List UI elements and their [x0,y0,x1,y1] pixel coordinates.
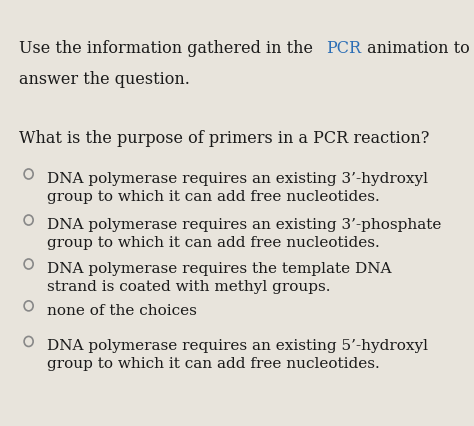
Text: none of the choices: none of the choices [47,303,197,317]
Text: DNA polymerase requires an existing 3’-hydroxyl
group to which it can add free n: DNA polymerase requires an existing 3’-h… [47,171,428,204]
Text: What is the purpose of primers in a PCR reaction?: What is the purpose of primers in a PCR … [19,130,429,147]
Text: answer the question.: answer the question. [19,71,190,88]
Text: DNA polymerase requires an existing 3’-phosphate
group to which it can add free : DNA polymerase requires an existing 3’-p… [47,217,442,250]
Text: DNA polymerase requires an existing 5’-hydroxyl
group to which it can add free n: DNA polymerase requires an existing 5’-h… [47,338,428,371]
Text: Use the information gathered in the: Use the information gathered in the [19,40,319,57]
Text: PCR: PCR [326,40,361,57]
Text: animation to: animation to [362,40,469,57]
Text: DNA polymerase requires the template DNA
strand is coated with methyl groups.: DNA polymerase requires the template DNA… [47,261,392,294]
